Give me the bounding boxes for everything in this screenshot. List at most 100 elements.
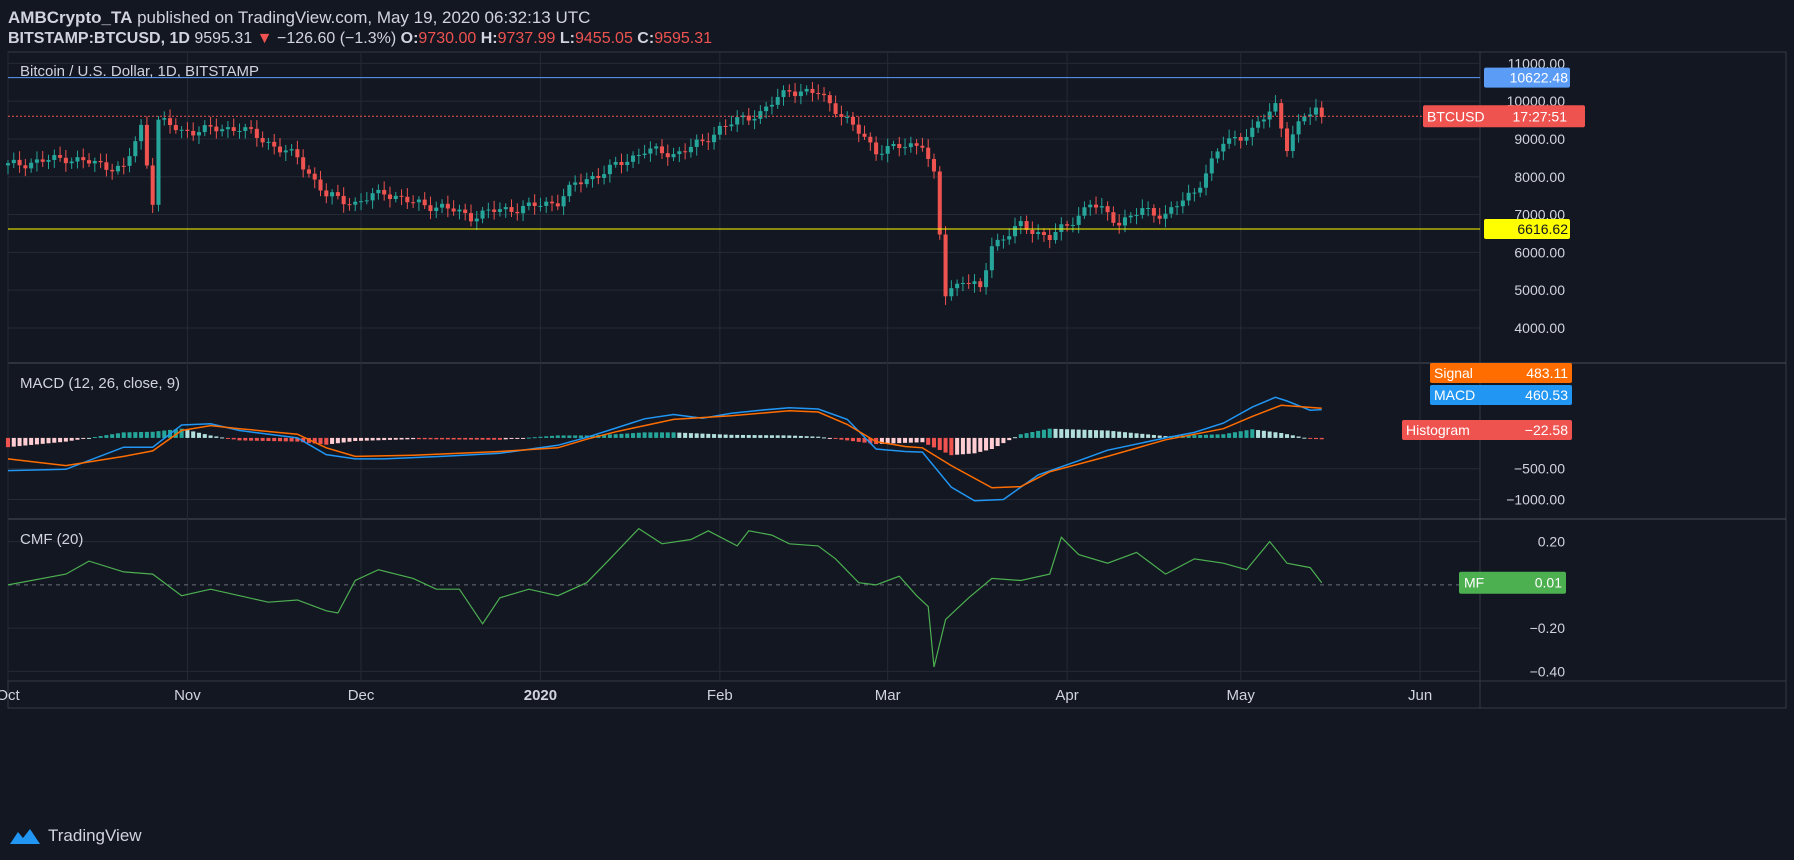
candle (399, 195, 404, 197)
candle (162, 118, 167, 120)
candle (1163, 213, 1168, 219)
histogram-bar (81, 437, 86, 439)
publisher-name[interactable]: AMBCrypto_TA (8, 8, 133, 27)
candle (1024, 221, 1029, 230)
candle (1203, 173, 1209, 188)
histogram-bar (926, 437, 931, 445)
histogram-bar (764, 435, 769, 438)
candle (225, 127, 230, 130)
candle (1070, 224, 1075, 226)
last-price-badge (1423, 105, 1585, 128)
candle (1180, 200, 1185, 207)
candle (1198, 187, 1203, 193)
open-value: 9730.00 (418, 30, 477, 47)
histogram-bar (301, 437, 306, 443)
candle (75, 157, 80, 162)
histogram-bar (1082, 429, 1087, 438)
candle (1059, 224, 1064, 233)
histogram-bar (1209, 434, 1214, 438)
histogram-bar (659, 432, 665, 438)
histogram-bar (110, 434, 115, 438)
histogram-bar (561, 435, 566, 438)
histogram-bar (1203, 434, 1209, 438)
histogram-bar (335, 437, 340, 444)
histogram-bar (318, 437, 323, 445)
histogram-bar (416, 437, 421, 440)
candle (683, 151, 688, 153)
candle (816, 93, 821, 95)
candle (538, 205, 543, 207)
histogram-bar (23, 437, 28, 446)
histogram-bar (1134, 433, 1139, 438)
published-text: published on TradingView.com, May 19, 20… (137, 8, 591, 27)
candle (214, 126, 219, 132)
histogram-bar (1076, 429, 1081, 438)
price-pane-title: Bitcoin / U.S. Dollar, 1D, BITSTAMP (20, 63, 259, 80)
candle (335, 192, 340, 196)
histogram-bar (1146, 434, 1151, 438)
candle (416, 199, 421, 203)
candle (1088, 204, 1093, 208)
candle (1313, 107, 1318, 115)
histogram-bar (17, 437, 22, 447)
candle (532, 202, 537, 207)
histogram-bar (86, 437, 92, 439)
candle (474, 218, 479, 222)
histogram-bar (133, 432, 138, 438)
histogram-bar (1070, 429, 1075, 438)
macd-badge (1402, 420, 1572, 440)
candle (312, 173, 317, 180)
candle (156, 119, 161, 205)
candle (40, 159, 45, 162)
candle (654, 146, 659, 149)
candle (1099, 206, 1104, 208)
histogram-bar (283, 437, 288, 442)
histogram-bar (347, 437, 352, 442)
candle (104, 162, 109, 170)
histogram-bar (411, 437, 416, 440)
histogram-bar (677, 432, 682, 438)
candle (1047, 234, 1052, 241)
histogram-bar (29, 437, 34, 445)
candle (457, 209, 462, 212)
candle (428, 205, 433, 212)
histogram-bar (567, 435, 572, 438)
candle (804, 88, 809, 92)
histogram-bar (98, 436, 103, 438)
candle (468, 213, 474, 222)
histogram-bar (706, 433, 711, 438)
low-value: 9455.05 (575, 30, 633, 47)
histogram-bar (602, 434, 607, 438)
candle (1117, 222, 1122, 226)
histogram-bar (156, 431, 161, 438)
x-tick-label: Nov (174, 687, 201, 704)
chart-canvas[interactable]: Oct Nov Dec 2020 Feb Mar Apr May Jun 4000.00 5000.… (0, 0, 1794, 820)
histogram-bar (908, 437, 913, 443)
histogram-bar (839, 437, 844, 440)
candle (821, 93, 827, 96)
histogram-bar (393, 437, 398, 440)
histogram-bar (544, 436, 549, 438)
histogram-bar (468, 437, 474, 440)
histogram-bar (1198, 434, 1203, 438)
candle (659, 146, 665, 154)
candle (1232, 137, 1237, 139)
candle (1030, 229, 1035, 234)
candle (1094, 204, 1099, 208)
candle (318, 179, 323, 191)
price-tick-label: 7000.00 (1514, 207, 1565, 223)
histogram-bar (943, 437, 948, 453)
symbol-label[interactable]: BITSTAMP:BTCUSD, 1D (8, 30, 190, 47)
macd-badge-value: 460.53 (1525, 387, 1568, 403)
candle (850, 116, 855, 125)
histogram-bar (40, 437, 45, 444)
candle (619, 162, 624, 166)
candle (631, 155, 636, 162)
brand-name[interactable]: TradingView (48, 826, 142, 845)
histogram-bar (179, 428, 184, 438)
histogram-bar (463, 437, 468, 440)
high-value: 9737.99 (497, 30, 556, 47)
histogram-bar (555, 435, 560, 438)
candle (549, 201, 555, 204)
histogram-bar (254, 437, 259, 441)
